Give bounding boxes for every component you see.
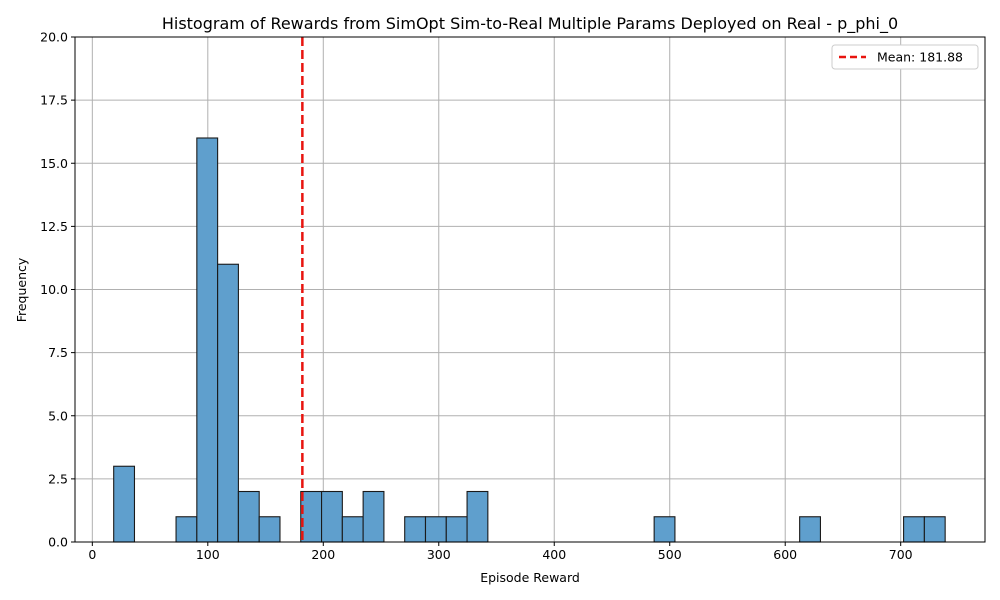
y-tick-label: 10.0 xyxy=(40,282,68,297)
histogram-bar xyxy=(258,516,281,543)
y-tick-label: 5.0 xyxy=(48,408,68,423)
histogram-bar xyxy=(341,516,364,543)
y-tick-label: 20.0 xyxy=(40,30,68,45)
x-axis-ticks: 0 100 200 300 400 500 600 700 xyxy=(88,542,913,562)
x-tick-label: 700 xyxy=(889,547,913,562)
histogram-bar xyxy=(404,516,427,543)
y-tick-label: 15.0 xyxy=(40,156,68,171)
x-tick-label: 300 xyxy=(427,547,451,562)
x-tick-label: 200 xyxy=(311,547,335,562)
legend-mean-label: Mean: 181.88 xyxy=(877,50,963,65)
histogram-bar xyxy=(196,137,219,543)
y-axis-label: Frequency xyxy=(14,257,29,322)
histogram-bar xyxy=(217,263,239,543)
x-axis-label: Episode Reward xyxy=(480,570,580,585)
histogram-bar xyxy=(175,516,198,543)
y-tick-label: 2.5 xyxy=(48,471,68,486)
y-tick-label: 7.5 xyxy=(48,345,68,360)
legend-box xyxy=(831,44,979,70)
x-tick-label: 400 xyxy=(542,547,566,562)
histogram-bar xyxy=(300,490,323,543)
y-axis-ticks: 0.0 2.5 5.0 7.5 10.0 12.5 15.0 17.5 20.0 xyxy=(40,30,75,550)
histogram-bar xyxy=(653,516,676,543)
histogram-bar xyxy=(799,516,821,543)
histogram-bar xyxy=(237,490,260,543)
histogram-bar xyxy=(903,516,925,543)
histogram-bar xyxy=(321,490,343,543)
histogram-bar xyxy=(445,516,468,543)
histogram-bar xyxy=(923,516,946,543)
y-tick-label: 12.5 xyxy=(40,219,68,234)
histogram-bar xyxy=(113,465,136,543)
y-tick-label: 17.5 xyxy=(40,93,68,108)
legend: Mean: 181.88 xyxy=(831,44,979,70)
histogram-bar xyxy=(362,490,385,543)
x-tick-label: 0 xyxy=(88,547,96,562)
histogram-bar xyxy=(424,516,447,543)
histogram-bar xyxy=(466,490,489,543)
chart-title: Histogram of Rewards from SimOpt Sim-to-… xyxy=(162,14,898,34)
y-tick-label: 0.0 xyxy=(48,535,68,550)
x-tick-label: 100 xyxy=(196,547,220,562)
x-tick-label: 600 xyxy=(773,547,797,562)
x-tick-label: 500 xyxy=(658,547,682,562)
